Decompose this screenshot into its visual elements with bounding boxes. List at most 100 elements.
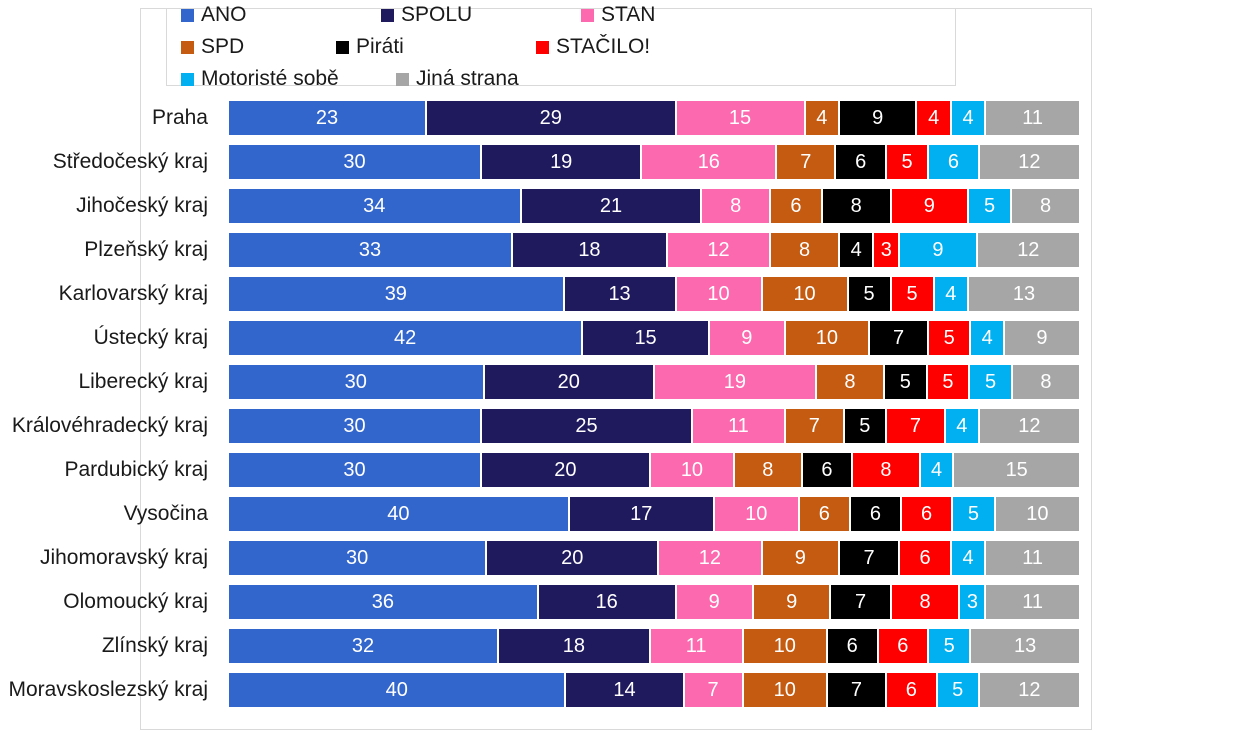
bar-segment-value: 6 bbox=[921, 503, 933, 525]
bar-segment-value: 40 bbox=[387, 503, 410, 525]
legend-label: Motoristé sobě bbox=[201, 67, 339, 90]
legend-item-motorist-sob: Motoristé sobě bbox=[181, 63, 396, 95]
bar-segment-value: 8 bbox=[1039, 195, 1052, 217]
bar-segment-pir-ti: 6 bbox=[801, 452, 853, 488]
bar-segment-value: 34 bbox=[363, 195, 386, 217]
bar-segment-value: 12 bbox=[707, 239, 730, 261]
bar-segment-ano: 30 bbox=[228, 144, 482, 180]
bar-segment-ano: 23 bbox=[228, 100, 426, 136]
bar-segment-value: 9 bbox=[872, 107, 884, 129]
bar-segment-value: 30 bbox=[343, 151, 366, 173]
chart-legend: ANO SPOLU STAN SPD Piráti STAČILO! Motoristé s… bbox=[166, 3, 956, 90]
bar-segment-value: 23 bbox=[315, 107, 339, 129]
bar-segment-sta-ilo: 6 bbox=[885, 672, 937, 708]
bar-segment-pir-ti: 7 bbox=[869, 320, 929, 356]
bar-segment-value: 13 bbox=[608, 283, 631, 305]
bar-segment-motorist-sob: 4 bbox=[919, 452, 954, 488]
bar-row: Olomoucký kraj 36 16 9 9 7 8 3 11 bbox=[0, 580, 1233, 624]
bar-segment-value: 6 bbox=[855, 151, 867, 173]
bar-row: Jihomoravský kraj 30 20 12 9 7 6 4 11 bbox=[0, 536, 1233, 580]
bar-segment-stan: 7 bbox=[683, 672, 743, 708]
legend-label: Piráti bbox=[356, 35, 404, 58]
bar-segment-value: 17 bbox=[630, 503, 653, 525]
bar-row-label: Praha bbox=[151, 106, 208, 129]
bar-track: 23 29 15 4 9 4 4 11 bbox=[228, 100, 1080, 136]
bar-segment-jin-strana: 15 bbox=[953, 452, 1080, 488]
bar-segment-spolu: 16 bbox=[537, 584, 676, 620]
bar-segment-value: 5 bbox=[906, 283, 918, 305]
bar-segment-value: 5 bbox=[984, 371, 997, 393]
bar-segment-motorist-sob: 9 bbox=[899, 232, 977, 268]
bar-track: 33 18 12 8 4 3 9 12 bbox=[228, 232, 1080, 268]
bar-segment-stan: 11 bbox=[649, 628, 743, 664]
bar-segment-pir-ti: 7 bbox=[830, 584, 891, 620]
bar-segment-spd: 10 bbox=[742, 628, 827, 664]
bar-segment-value: 9 bbox=[741, 327, 753, 349]
bar-segment-value: 12 bbox=[1018, 151, 1041, 173]
bar-track: 36 16 9 9 7 8 3 11 bbox=[228, 584, 1080, 620]
bar-segment-jin-strana: 8 bbox=[1011, 188, 1080, 224]
bar-segment-ano: 30 bbox=[228, 364, 484, 400]
bar-segment-pir-ti: 4 bbox=[839, 232, 874, 268]
bar-segment-value: 10 bbox=[680, 459, 704, 481]
bar-segment-sta-ilo: 8 bbox=[852, 452, 920, 488]
bar-segment-value: 5 bbox=[942, 371, 954, 393]
bar-segment-ano: 39 bbox=[228, 276, 564, 312]
bar-segment-spd: 7 bbox=[784, 408, 844, 444]
bar-segment-value: 4 bbox=[850, 239, 862, 261]
bar-segment-stan: 8 bbox=[701, 188, 771, 224]
bar-segment-value: 40 bbox=[385, 679, 408, 701]
bar-segment-value: 30 bbox=[345, 547, 369, 569]
bar-segment-sta-ilo: 5 bbox=[890, 276, 934, 312]
bar-row: Liberecký kraj 30 20 19 8 5 5 5 8 bbox=[0, 360, 1233, 404]
bar-segment-value: 19 bbox=[723, 371, 747, 393]
bar-segment-ano: 34 bbox=[228, 188, 521, 224]
bar-segment-value: 10 bbox=[1026, 503, 1049, 525]
legend-item-spolu: SPOLU bbox=[381, 0, 581, 31]
bar-segment-value: 30 bbox=[344, 371, 367, 393]
bar-segment-sta-ilo: 5 bbox=[926, 364, 970, 400]
bar-segment-pir-ti: 7 bbox=[826, 672, 886, 708]
bar-segment-value: 6 bbox=[947, 151, 959, 173]
bar-segment-value: 12 bbox=[698, 547, 722, 569]
bar-segment-value: 7 bbox=[808, 415, 820, 437]
bar-segment-spd: 4 bbox=[804, 100, 839, 136]
bar-segment-value: 6 bbox=[869, 503, 882, 525]
bar-segment-value: 9 bbox=[923, 195, 935, 217]
bar-track: 30 20 19 8 5 5 5 8 bbox=[228, 364, 1080, 400]
legend-swatch-stacilo bbox=[536, 40, 549, 54]
bar-segment-pir-ti: 5 bbox=[843, 408, 886, 444]
bar-row: Zlínský kraj 32 18 11 10 6 6 5 13 bbox=[0, 624, 1233, 668]
bar-segment-ano: 32 bbox=[228, 628, 498, 664]
bar-segment-ano: 42 bbox=[228, 320, 583, 356]
bar-row: Královéhradecký kraj 30 25 11 7 5 7 4 12 bbox=[0, 404, 1233, 448]
bar-segment-value: 4 bbox=[962, 547, 974, 569]
bar-segment-value: 42 bbox=[394, 327, 417, 349]
bar-segment-value: 8 bbox=[762, 459, 774, 481]
bar-segment-value: 20 bbox=[561, 547, 584, 569]
bar-segment-spd: 8 bbox=[815, 364, 885, 400]
bar-segment-spd: 10 bbox=[742, 672, 827, 708]
bar-row-label: Jihomoravský kraj bbox=[39, 546, 208, 569]
bar-segment-value: 5 bbox=[943, 327, 955, 349]
bar-row: Středočeský kraj 30 19 16 7 6 5 6 12 bbox=[0, 140, 1233, 184]
bar-segment-sta-ilo: 4 bbox=[916, 100, 951, 136]
bar-segment-value: 10 bbox=[793, 283, 816, 305]
bar-segment-value: 6 bbox=[897, 635, 909, 657]
bar-row: Pardubický kraj 30 20 10 8 6 8 4 15 bbox=[0, 448, 1233, 492]
bar-segment-value: 11 bbox=[1022, 591, 1043, 613]
legend-swatch-spd bbox=[181, 40, 194, 54]
bar-segment-jin-strana: 8 bbox=[1011, 364, 1080, 400]
legend-item-pir-ti: Piráti bbox=[336, 31, 536, 63]
bar-segment-jin-strana: 12 bbox=[978, 408, 1080, 444]
bar-segment-value: 9 bbox=[932, 239, 944, 261]
bar-segment-value: 9 bbox=[1036, 327, 1048, 349]
bar-segment-value: 4 bbox=[816, 107, 828, 129]
bar-segment-pir-ti: 9 bbox=[839, 100, 917, 136]
bar-segment-ano: 36 bbox=[228, 584, 538, 620]
bar-segment-spd: 7 bbox=[776, 144, 836, 180]
bar-segment-pir-ti: 7 bbox=[839, 540, 900, 576]
bar-segment-value: 11 bbox=[685, 635, 707, 657]
bar-segment-stan: 9 bbox=[708, 320, 785, 356]
bar-row-label: Plzeňský kraj bbox=[84, 238, 208, 261]
